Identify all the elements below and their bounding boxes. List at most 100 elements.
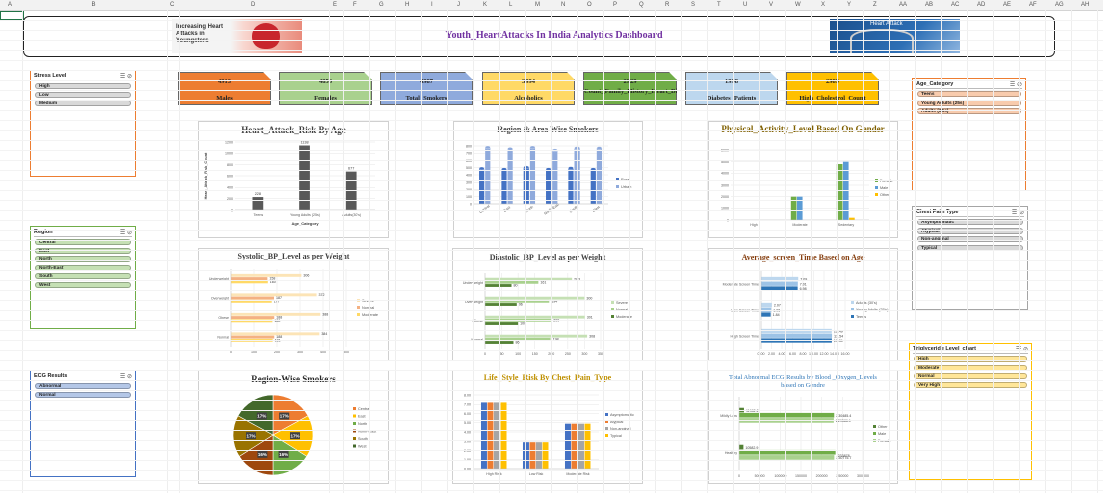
legend-swatch bbox=[851, 301, 854, 304]
slicer-item[interactable]: High bbox=[914, 356, 1027, 362]
grid-line bbox=[759, 10, 760, 493]
grid-line bbox=[525, 10, 526, 493]
slicer-chest-pain-type[interactable]: Chest Pain Type☰ ⊘AsymptomaticAtypicalNo… bbox=[912, 206, 1028, 310]
column-header[interactable]: M bbox=[535, 2, 540, 8]
slicer-title: Region bbox=[34, 229, 53, 235]
selected-cell[interactable] bbox=[0, 11, 24, 20]
column-header[interactable]: J bbox=[457, 2, 460, 8]
bar bbox=[739, 455, 835, 460]
column-header[interactable]: R bbox=[665, 2, 670, 8]
data-label: 188 bbox=[276, 316, 282, 320]
column-header[interactable]: G bbox=[379, 2, 384, 8]
bar bbox=[536, 442, 542, 469]
legend-label: North bbox=[358, 422, 367, 426]
filter-icon[interactable]: ☰ ⊘ bbox=[1011, 210, 1024, 216]
x-tick-label: Young Adults (25s) bbox=[290, 213, 320, 217]
slicer-region[interactable]: Region☰ ⊘CentralEastNorthNorth-EastSouth… bbox=[30, 226, 136, 329]
slicer-item[interactable]: North bbox=[35, 256, 131, 262]
legend-label: Severe bbox=[362, 299, 374, 303]
column-header[interactable]: S bbox=[691, 2, 696, 8]
column-header[interactable]: AB bbox=[925, 2, 934, 8]
grid-line bbox=[707, 10, 708, 493]
slicer-item[interactable]: Normal bbox=[914, 373, 1027, 379]
slicer-item[interactable]: Adults (35s) bbox=[917, 108, 1021, 114]
column-header[interactable]: W bbox=[795, 2, 801, 8]
slicer-age-category[interactable]: Age_Category ☰ ⊘ Teens Young Adults (25s) Ad… bbox=[912, 78, 1026, 191]
slicer-item[interactable]: Very High bbox=[914, 381, 1027, 388]
grid-line bbox=[499, 10, 500, 493]
slicer-item[interactable]: Low bbox=[35, 91, 131, 98]
x-tick-label: South bbox=[569, 205, 579, 214]
column-header[interactable]: V bbox=[769, 2, 774, 8]
chart-title: Physical_Activity_Level Based On Gender bbox=[721, 124, 885, 134]
column-header[interactable]: AD bbox=[977, 2, 986, 8]
chart-canvas: 0.001.002.003.004.005.006.007.008.00High… bbox=[464, 393, 634, 476]
column-header[interactable]: C bbox=[170, 2, 175, 8]
column-header[interactable]: H bbox=[405, 2, 410, 8]
filter-icon[interactable]: ☰ ⊘ bbox=[119, 74, 132, 80]
filter-icon[interactable]: ☰ ⊘ bbox=[119, 230, 132, 236]
column-header[interactable]: O bbox=[587, 2, 592, 8]
column-header[interactable]: K bbox=[483, 2, 488, 8]
column-header[interactable]: AA bbox=[899, 2, 908, 8]
column-header[interactable]: L bbox=[509, 2, 513, 8]
column-header[interactable]: F bbox=[353, 2, 357, 8]
column-header[interactable]: AE bbox=[1003, 2, 1012, 8]
slicer-item[interactable]: West bbox=[35, 281, 131, 288]
slicer-item[interactable]: South bbox=[35, 273, 131, 279]
slicer-item[interactable]: Teens bbox=[917, 91, 1021, 97]
column-header[interactable]: N bbox=[561, 2, 566, 8]
y-tick-label: 6.00 bbox=[464, 412, 471, 416]
grid-line bbox=[0, 490, 1103, 491]
column-header[interactable]: AH bbox=[1081, 2, 1090, 8]
slicer-item[interactable]: Non-anginal bbox=[917, 236, 1023, 242]
legend-swatch bbox=[873, 425, 876, 428]
column-header[interactable]: E bbox=[333, 2, 338, 8]
column-header[interactable]: T bbox=[717, 2, 721, 8]
bar bbox=[596, 148, 603, 204]
bar-top bbox=[596, 146, 603, 150]
grid-line bbox=[0, 130, 1103, 131]
slicer-stress-level[interactable]: Stress Level ☰ ⊘ High Low Medium bbox=[30, 70, 136, 177]
slicer-item[interactable]: Central bbox=[35, 239, 131, 245]
legend-swatch bbox=[353, 437, 356, 440]
bar bbox=[231, 332, 320, 336]
slicer-item[interactable]: Normal bbox=[35, 391, 131, 398]
column-header[interactable]: Z bbox=[873, 2, 877, 8]
slicer-item[interactable]: High bbox=[35, 83, 131, 89]
y-tick-label: 800 bbox=[466, 144, 472, 148]
y-tick-label: 100 bbox=[466, 195, 472, 199]
data-label: 388 bbox=[322, 312, 328, 316]
column-header[interactable]: X bbox=[821, 2, 826, 8]
column-header[interactable]: A bbox=[8, 2, 13, 8]
data-label: 230775.7 bbox=[836, 456, 851, 460]
chart-region-wise-smokers: Region-Wise Smokers 17% 17% 16% 16% 17% 17% Cen… bbox=[198, 370, 389, 484]
column-header[interactable]: Y bbox=[847, 2, 852, 8]
slicer-item[interactable]: Abnormal bbox=[35, 383, 131, 389]
bar bbox=[485, 334, 588, 338]
chart-canvas: 05010015020025030035026316180Underweight… bbox=[463, 273, 632, 356]
column-header[interactable]: B bbox=[91, 2, 96, 8]
legend-swatch bbox=[605, 413, 608, 416]
column-header[interactable]: U bbox=[743, 2, 748, 8]
slicer-item[interactable]: Asymptomatic bbox=[917, 219, 1023, 225]
y-tick-label: Mildly Low bbox=[720, 414, 737, 418]
column-header[interactable]: Q bbox=[639, 2, 644, 8]
column-header[interactable]: AC bbox=[951, 2, 960, 8]
filter-icon[interactable]: ☰ ⊘ bbox=[1009, 82, 1022, 88]
column-header[interactable]: P bbox=[613, 2, 618, 8]
column-header[interactable]: AF bbox=[1029, 2, 1037, 8]
legend-label: Male bbox=[878, 432, 886, 436]
bar bbox=[231, 280, 268, 284]
column-header[interactable]: AG bbox=[1055, 2, 1064, 8]
legend-swatch bbox=[357, 306, 360, 309]
data-label: 229586.1 bbox=[836, 419, 851, 423]
filter-icon[interactable]: ☰ ⊘ bbox=[119, 374, 132, 380]
legend-swatch bbox=[875, 186, 878, 189]
column-header[interactable]: D bbox=[251, 2, 256, 8]
slicer-triglyceride-level[interactable]: Triglyceride Level_chart☰ ⊘HighModerateN… bbox=[909, 343, 1032, 480]
y-tick-label: 3.00 bbox=[464, 440, 471, 444]
column-header[interactable]: I bbox=[431, 2, 433, 8]
bar bbox=[485, 337, 551, 341]
legend-label: Atypical bbox=[610, 420, 623, 424]
